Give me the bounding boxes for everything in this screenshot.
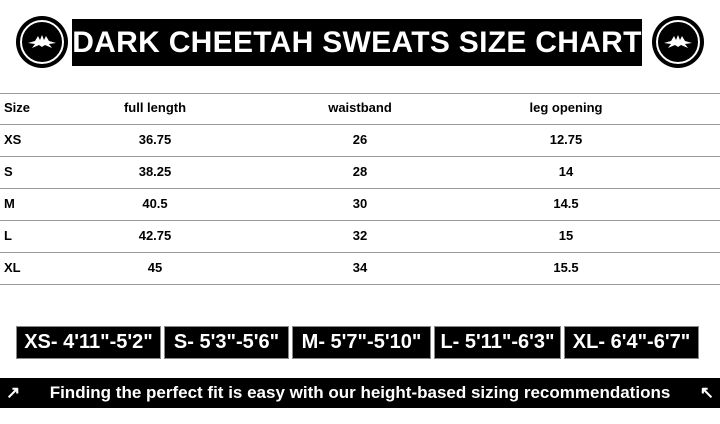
height-range-l: L- 5'11"-6'3" [434, 326, 561, 359]
table-header: Size full length waistband leg opening [0, 100, 720, 120]
table-row: XS 36.75 26 12.75 [0, 132, 720, 152]
cell-size: M [4, 196, 15, 211]
cell-leg-opening: 14.5 [553, 196, 579, 211]
cell-size: XL [4, 260, 21, 275]
cell-full-length: 38.25 [138, 164, 172, 179]
divider [0, 220, 720, 221]
header-size: Size [4, 100, 31, 115]
divider [0, 188, 720, 189]
info-banner: ↗ Finding the perfect fit is easy with o… [0, 378, 720, 408]
divider [0, 284, 720, 285]
arrow-up-left-icon: ↖ [699, 383, 714, 402]
arrow-up-right-icon: ↗ [6, 383, 21, 402]
height-range-xs: XS- 4'11"-5'2" [16, 326, 161, 359]
table-row: S 38.25 28 14 [0, 164, 720, 184]
cell-size: L [4, 228, 12, 243]
table-row: M 40.5 30 14.5 [0, 196, 720, 216]
cell-full-length: 36.75 [138, 132, 172, 147]
cell-waistband: 32 [352, 228, 368, 243]
cell-waistband: 26 [352, 132, 368, 147]
cell-full-length: 42.75 [138, 228, 172, 243]
cell-leg-opening: 15.5 [553, 260, 579, 275]
height-range-xl: XL- 6'4"-6'7" [564, 326, 699, 359]
cell-waistband: 28 [352, 164, 368, 179]
height-range-m: M- 5'7"-5'10" [292, 326, 431, 359]
banner-text: Finding the perfect fit is easy with our… [49, 383, 671, 402]
cell-size: XS [4, 132, 22, 147]
cell-leg-opening: 12.75 [549, 132, 583, 147]
cell-full-length: 40.5 [142, 196, 168, 211]
height-range-s: S- 5'3"-5'6" [164, 326, 289, 359]
page-title: DARK CHEETAH SWEATS SIZE CHART [72, 19, 642, 66]
cell-full-length: 45 [147, 260, 163, 275]
cell-size: S [4, 164, 13, 179]
spike-crown-icon [28, 35, 56, 48]
brand-logo-right [652, 16, 704, 68]
divider [0, 156, 720, 157]
spike-crown-icon [664, 35, 692, 48]
cell-waistband: 30 [352, 196, 368, 211]
header-full-length: full length [123, 100, 187, 115]
divider [0, 252, 720, 253]
cell-waistband: 34 [352, 260, 368, 275]
divider [0, 93, 720, 94]
table-row: XL 45 34 15.5 [0, 260, 720, 280]
brand-logo-left [16, 16, 68, 68]
divider [0, 124, 720, 125]
header-waistband: waistband [328, 100, 392, 115]
header-leg-opening: leg opening [529, 100, 603, 115]
cell-leg-opening: 14 [558, 164, 574, 179]
cell-leg-opening: 15 [558, 228, 574, 243]
table-row: L 42.75 32 15 [0, 228, 720, 248]
